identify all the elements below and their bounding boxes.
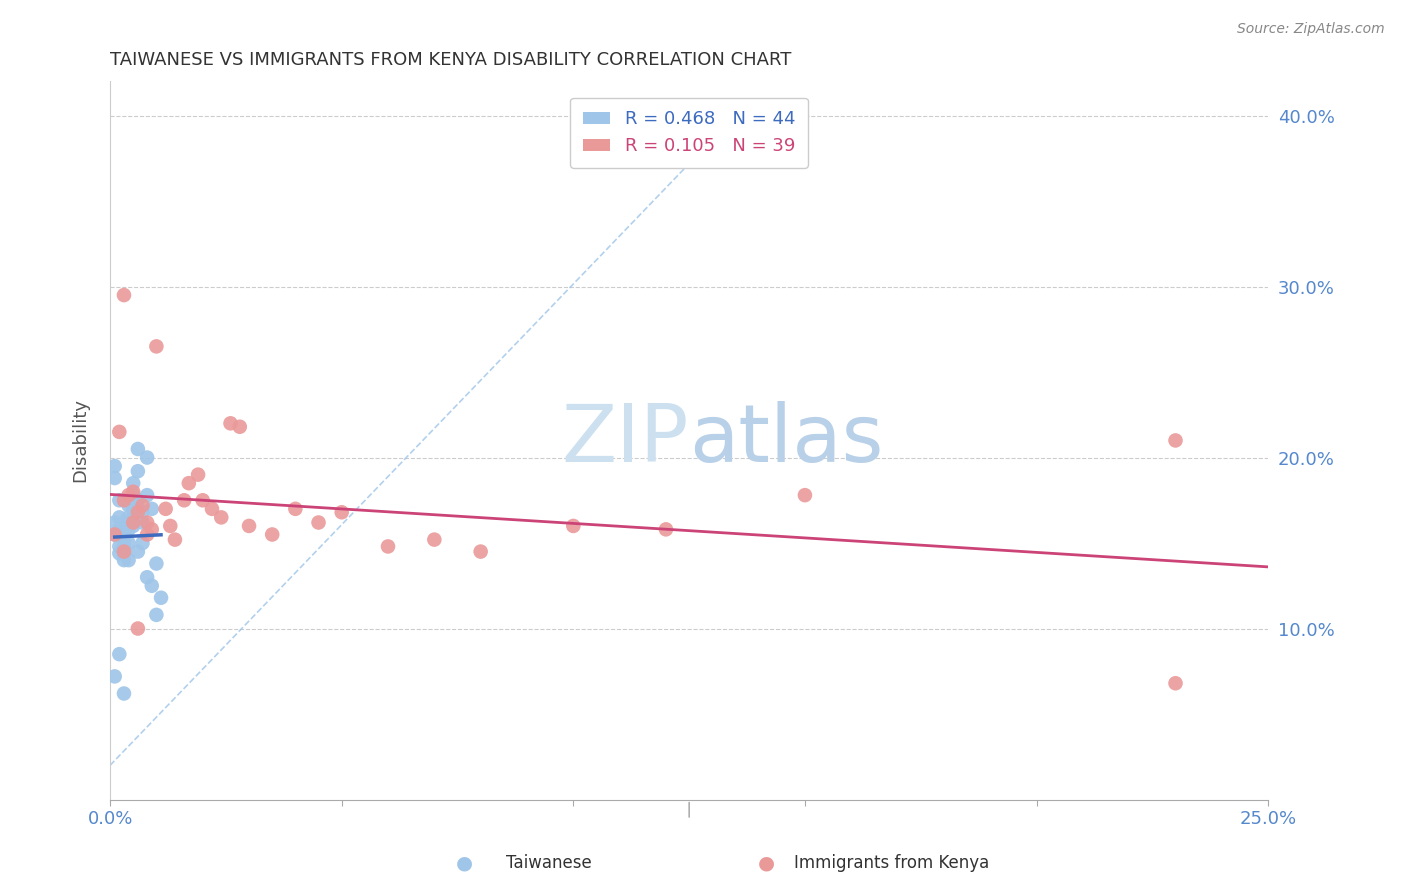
Point: [117, 522, 139, 536]
Point: [131, 499, 153, 513]
Text: Taiwanese: Taiwanese: [506, 855, 592, 872]
Text: Source: ZipAtlas.com: Source: ZipAtlas.com: [1237, 22, 1385, 37]
Point: [145, 607, 167, 622]
Point: [145, 557, 167, 571]
Text: TAIWANESE VS IMMIGRANTS FROM KENYA DISABILITY CORRELATION CHART: TAIWANESE VS IMMIGRANTS FROM KENYA DISAB…: [110, 51, 792, 69]
Point: [122, 501, 145, 516]
Point: [238, 519, 260, 533]
Point: [112, 686, 135, 700]
Point: [141, 579, 163, 593]
Point: [262, 527, 284, 541]
Point: [159, 519, 181, 533]
Point: [191, 493, 214, 508]
Point: [122, 484, 145, 499]
Text: ●: ●: [758, 854, 775, 872]
Point: [104, 459, 127, 474]
Point: [104, 471, 127, 485]
Point: [177, 476, 200, 491]
Point: [108, 425, 131, 439]
Point: [219, 417, 242, 431]
Point: [127, 464, 149, 478]
Point: [793, 488, 815, 502]
Point: [141, 501, 163, 516]
Point: [131, 536, 153, 550]
Text: Immigrants from Kenya: Immigrants from Kenya: [794, 855, 990, 872]
Point: [112, 288, 135, 302]
Point: [104, 516, 127, 530]
Point: [117, 510, 139, 524]
Point: [112, 546, 135, 560]
Point: [131, 516, 153, 530]
Point: [112, 516, 135, 530]
Text: ●: ●: [456, 854, 472, 872]
Point: [122, 510, 145, 524]
Point: [136, 516, 159, 530]
Point: [1164, 434, 1187, 448]
Point: [108, 522, 131, 536]
Point: [127, 493, 149, 508]
Point: [187, 467, 209, 482]
Point: [108, 493, 131, 508]
Point: [122, 476, 145, 491]
Text: atlas: atlas: [689, 401, 883, 479]
Point: [112, 540, 135, 554]
Point: [141, 522, 163, 536]
Point: [136, 527, 159, 541]
Point: [127, 544, 149, 558]
Point: [655, 522, 678, 536]
Legend: R = 0.468   N = 44, R = 0.105   N = 39: R = 0.468 N = 44, R = 0.105 N = 39: [571, 97, 808, 168]
Point: [117, 536, 139, 550]
Point: [112, 544, 135, 558]
Point: [377, 540, 399, 554]
Point: [209, 510, 232, 524]
Point: [145, 339, 167, 353]
Point: [104, 669, 127, 683]
Point: [112, 533, 135, 547]
Point: [104, 527, 127, 541]
Point: [136, 450, 159, 465]
Point: [112, 527, 135, 541]
Point: [284, 501, 307, 516]
Point: [1164, 676, 1187, 690]
Point: [112, 493, 135, 508]
Point: [127, 442, 149, 456]
Point: [108, 546, 131, 560]
Point: [104, 527, 127, 541]
Point: [150, 591, 173, 605]
Point: [470, 544, 492, 558]
Point: [127, 622, 149, 636]
Point: [330, 505, 353, 519]
Point: [201, 501, 224, 516]
Point: [122, 516, 145, 530]
Point: [117, 488, 139, 502]
Point: [163, 533, 186, 547]
Point: [127, 505, 149, 519]
Point: [136, 488, 159, 502]
Point: [562, 519, 585, 533]
Point: [117, 553, 139, 567]
Point: [108, 540, 131, 554]
Point: [112, 522, 135, 536]
Point: [136, 570, 159, 584]
Point: [122, 488, 145, 502]
Point: [112, 553, 135, 567]
Point: [308, 516, 330, 530]
Point: [229, 419, 252, 434]
Point: [117, 499, 139, 513]
Point: [122, 519, 145, 533]
Point: [108, 647, 131, 661]
Text: ZIP: ZIP: [562, 401, 689, 479]
Point: [131, 505, 153, 519]
Y-axis label: Disability: Disability: [72, 399, 89, 483]
Point: [173, 493, 195, 508]
Point: [155, 501, 177, 516]
Point: [423, 533, 446, 547]
Point: [108, 510, 131, 524]
